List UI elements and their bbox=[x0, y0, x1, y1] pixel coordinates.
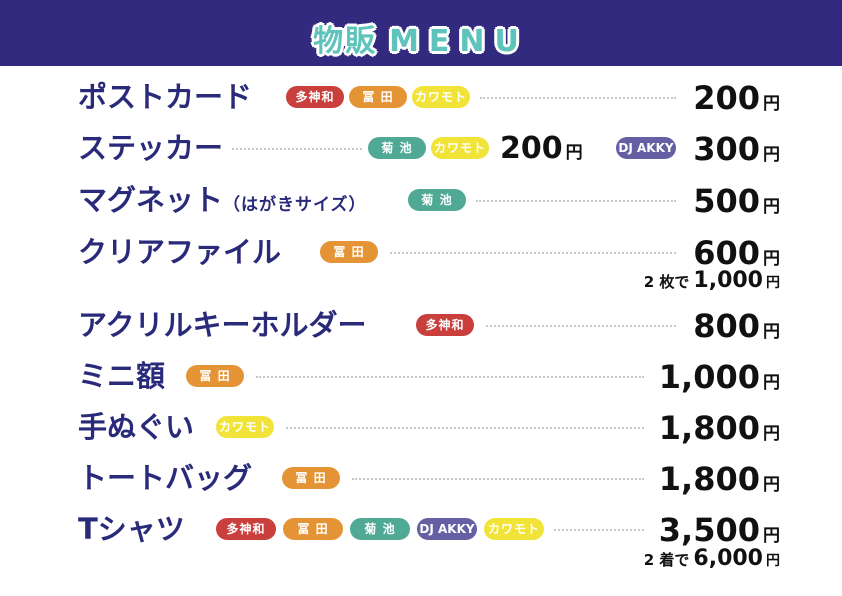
menu-row-mini-frame: ミニ額 冨 田 1,000 円 bbox=[0, 356, 842, 396]
item-price: 500 円 bbox=[693, 182, 780, 220]
tag-tamikazu: 多神和 bbox=[416, 314, 474, 336]
tag-kikuchi: 菊 池 bbox=[350, 518, 410, 540]
leader-dots bbox=[390, 252, 676, 254]
tag-tamikazu: 多神和 bbox=[216, 518, 276, 540]
tag-kikuchi: 菊 池 bbox=[368, 137, 426, 159]
item-name: ポストカード bbox=[78, 80, 253, 114]
leader-dots bbox=[476, 200, 676, 202]
menu-row-tote-bag: トートバッグ 冨 田 1,800 円 bbox=[0, 458, 842, 498]
bulk-price-note: 2 枚で 1,000 円 bbox=[643, 268, 780, 293]
tag-tomita: 冨 田 bbox=[349, 86, 407, 108]
menu-row-clear-file: クリアファイル 冨 田 600 円 bbox=[0, 232, 842, 272]
leader-dots bbox=[554, 529, 644, 531]
leader-dots bbox=[232, 148, 362, 150]
menu-row-postcard: ポストカード 多神和 冨 田 カワモト 200 円 bbox=[0, 77, 842, 117]
item-name: マグネット（はがきサイズ） bbox=[78, 183, 367, 217]
item-name: アクリルキーホルダー bbox=[78, 308, 367, 342]
tag-tamikazu: 多神和 bbox=[286, 86, 344, 108]
tag-djakky: DJ AKKY bbox=[417, 518, 477, 540]
item-price: 1,800 円 bbox=[658, 460, 780, 498]
leader-dots bbox=[486, 325, 676, 327]
item-price: 1,800 円 bbox=[658, 409, 780, 447]
item-price: 600 円 bbox=[693, 234, 780, 272]
tag-kawamoto: カワモト bbox=[431, 137, 489, 159]
page-title: 物販 MENU bbox=[0, 16, 842, 60]
bulk-price-note: 2 着で 6,000 円 bbox=[643, 546, 780, 571]
item-name: ミニ額 bbox=[78, 359, 166, 393]
tag-djakky: DJ AKKY bbox=[616, 137, 676, 159]
item-name: クリアファイル bbox=[78, 235, 282, 269]
tag-tomita: 冨 田 bbox=[320, 241, 378, 263]
menu-row-tshirt: Tシャツ 多神和 冨 田 菊 池 DJ AKKY カワモト 3,500 円 bbox=[0, 509, 842, 549]
tag-kawamoto: カワモト bbox=[216, 416, 274, 438]
menu-row-sticker: ステッカー 菊 池 カワモト 200 円 DJ AKKY 300 円 bbox=[0, 128, 842, 168]
item-price: 3,500 円 bbox=[658, 511, 780, 549]
item-name: 手ぬぐい bbox=[78, 410, 195, 444]
tag-kawamoto: カワモト bbox=[484, 518, 544, 540]
item-name: トートバッグ bbox=[78, 461, 253, 495]
menu-row-tenugui: 手ぬぐい カワモト 1,800 円 bbox=[0, 407, 842, 447]
menu-row-acrylic-keyholder: アクリルキーホルダー 多神和 800 円 bbox=[0, 305, 842, 345]
title-jp: 物販 bbox=[313, 24, 378, 59]
tag-tomita: 冨 田 bbox=[282, 467, 340, 489]
tag-kikuchi: 菊 池 bbox=[408, 189, 466, 211]
item-price: 1,000 円 bbox=[658, 358, 780, 396]
leader-dots bbox=[480, 97, 676, 99]
item-name: ステッカー bbox=[78, 131, 224, 165]
item-price: 800 円 bbox=[693, 307, 780, 345]
leader-dots bbox=[352, 478, 644, 480]
item-subtitle: （はがきサイズ） bbox=[223, 195, 367, 215]
tag-tomita: 冨 田 bbox=[186, 365, 244, 387]
leader-dots bbox=[286, 427, 644, 429]
item-price: 300 円 bbox=[693, 130, 780, 168]
tag-kawamoto: カワモト bbox=[412, 86, 470, 108]
item-name: Tシャツ bbox=[78, 512, 185, 546]
menu-row-magnet: マグネット（はがきサイズ） 菊 池 500 円 bbox=[0, 180, 842, 220]
item-price: 200 円 bbox=[693, 79, 780, 117]
leader-dots bbox=[256, 376, 644, 378]
title-en: MENU bbox=[389, 24, 529, 59]
tag-tomita: 冨 田 bbox=[283, 518, 343, 540]
header-bar: 物販 MENU bbox=[0, 0, 842, 66]
item-price-secondary: 200 円 bbox=[500, 131, 583, 166]
